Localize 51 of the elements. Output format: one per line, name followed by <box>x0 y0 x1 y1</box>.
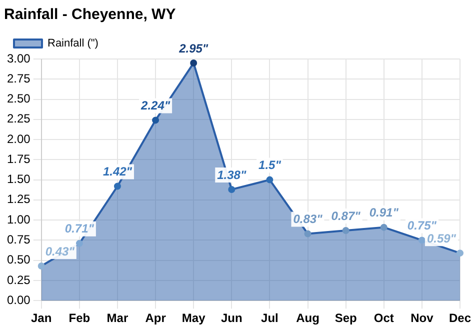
x-tick-label: Apr <box>145 311 166 326</box>
point <box>152 116 160 124</box>
x-tick-label: Dec <box>448 311 472 326</box>
y-tick-label: 2.75 <box>6 71 31 86</box>
point <box>304 230 312 238</box>
data-label: 1.42" <box>102 164 132 179</box>
data-label: 0.43" <box>45 244 75 258</box>
point <box>418 236 426 244</box>
x-tick-label: Jul <box>261 311 278 326</box>
x-tick-label: Jun <box>220 311 242 326</box>
data-label: 0.91" <box>369 206 399 220</box>
x-tick-label: Oct <box>374 311 394 326</box>
data-label: 2.95" <box>178 41 208 56</box>
y-tick-label: 3.00 <box>6 51 31 66</box>
point <box>456 250 464 257</box>
point <box>228 186 236 193</box>
point <box>38 262 45 270</box>
data-label: 0.83" <box>293 212 323 226</box>
y-tick-label: 2.00 <box>6 132 31 146</box>
x-tick-label: Jan <box>31 311 52 326</box>
y-tick-label: 0.00 <box>6 292 31 307</box>
x-tick-label: Aug <box>296 311 320 326</box>
x-tick-label: Mar <box>106 311 128 326</box>
data-label: 2.24" <box>140 98 170 113</box>
point <box>190 60 198 67</box>
point <box>380 224 388 231</box>
y-tick-label: 0.25 <box>6 272 31 287</box>
chart-title: Rainfall - Cheyenne, WY <box>4 6 176 24</box>
y-tick-label: 1.25 <box>6 192 31 206</box>
data-label: 1.38" <box>217 168 246 182</box>
y-tick-label: 0.50 <box>6 252 31 267</box>
y-tick-label: 1.00 <box>6 212 31 226</box>
y-tick-label: 1.50 <box>6 172 31 186</box>
y-tick-label: 2.50 <box>6 92 31 106</box>
y-tick-label: 0.75 <box>6 232 31 247</box>
data-label: 0.87" <box>331 208 361 223</box>
y-tick-label: 2.25 <box>6 112 31 126</box>
data-label: 0.71" <box>64 222 94 236</box>
data-label: 0.75" <box>407 218 437 233</box>
y-tick-label: 1.75 <box>6 152 31 166</box>
x-tick-label: May <box>182 311 206 326</box>
point <box>114 182 121 190</box>
data-label: 1.5" <box>258 158 282 172</box>
point <box>76 240 83 247</box>
point <box>342 227 350 234</box>
x-tick-label: Feb <box>68 311 90 326</box>
data-label: 0.59" <box>426 231 456 246</box>
legend-label: Rainfall (") <box>48 38 98 50</box>
x-tick-label: Sep <box>334 311 357 326</box>
x-tick-label: Nov <box>410 311 434 326</box>
point <box>266 176 274 184</box>
